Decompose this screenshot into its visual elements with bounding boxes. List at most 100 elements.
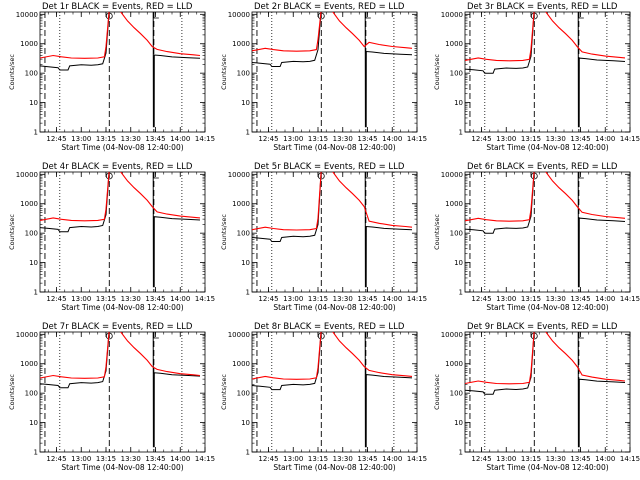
y-tick-label: 1000 — [20, 40, 38, 48]
x-tick-label: 13:30 — [333, 455, 353, 463]
x-tick-label: 13:45 — [357, 135, 377, 143]
x-tick-label: 12:45 — [46, 135, 66, 143]
y-tick-label: 1 — [246, 129, 250, 137]
x-tick-label: 13:00 — [71, 135, 91, 143]
x-axis-label: Start Time (04-Nov-08 12:40:00) — [61, 143, 183, 152]
y-axis-label: Counts/sec — [220, 214, 228, 250]
y-tick-label: 1000 — [20, 200, 38, 208]
events-series-line — [465, 332, 626, 448]
x-tick-label: 14:00 — [595, 455, 615, 463]
x-tick-label: 13:30 — [546, 135, 566, 143]
events-series-line — [465, 12, 626, 128]
y-tick-label: 100 — [450, 390, 463, 398]
y-axis-label: Counts/sec — [433, 54, 441, 90]
y-tick-label: 10 — [29, 419, 38, 427]
x-tick-label: 14:00 — [170, 455, 190, 463]
x-tick-label: 13:45 — [570, 135, 590, 143]
x-tick-label: 14:15 — [620, 295, 640, 303]
y-axis-label: Counts/sec — [433, 374, 441, 410]
x-tick-label: 12:45 — [258, 455, 278, 463]
y-axis-label: Counts/sec — [8, 54, 16, 90]
y-tick-label: 100 — [25, 230, 38, 238]
x-tick-label: 13:30 — [546, 295, 566, 303]
x-tick-label: 12:45 — [471, 135, 491, 143]
y-tick-label: 1000 — [232, 40, 250, 48]
x-tick-label: 14:00 — [170, 295, 190, 303]
events-series-line — [40, 12, 201, 128]
x-tick-label: 13:30 — [546, 455, 566, 463]
bracket-marker — [365, 332, 371, 339]
x-tick-label: 12:45 — [471, 455, 491, 463]
bracket-marker — [153, 332, 159, 339]
bracket-marker — [578, 12, 584, 19]
panel-title: Det 8r BLACK = Events, RED = LLD — [254, 322, 405, 332]
y-tick-label: 1 — [34, 289, 38, 297]
y-axis-label: Counts/sec — [8, 214, 16, 250]
panel-title: Det 7r BLACK = Events, RED = LLD — [42, 322, 193, 332]
x-tick-label: 13:45 — [570, 455, 590, 463]
panel-title: Det 3r BLACK = Events, RED = LLD — [467, 2, 618, 12]
y-tick-label: 1 — [246, 289, 250, 297]
y-tick-label: 10000 — [441, 331, 463, 339]
lld-series-line — [252, 172, 413, 231]
y-tick-label: 1 — [34, 129, 38, 137]
x-tick-label: 14:15 — [620, 135, 640, 143]
bracket-marker — [365, 172, 371, 179]
x-tick-label: 14:00 — [595, 135, 615, 143]
x-tick-label: 13:30 — [121, 455, 141, 463]
x-tick-label: 13:30 — [121, 295, 141, 303]
y-tick-label: 1 — [459, 449, 463, 457]
x-axis-label: Start Time (04-Nov-08 12:40:00) — [273, 143, 395, 152]
x-tick-label: 13:00 — [496, 455, 516, 463]
x-tick-label: 12:45 — [46, 455, 66, 463]
lld-series-line — [40, 12, 201, 59]
bracket-marker — [578, 332, 584, 339]
x-tick-label: 14:00 — [595, 295, 615, 303]
events-series-line — [252, 12, 413, 128]
y-tick-label: 10000 — [441, 11, 463, 19]
x-tick-label: 13:30 — [333, 295, 353, 303]
y-axis-label: Counts/sec — [8, 374, 16, 410]
y-tick-label: 10000 — [228, 171, 250, 179]
panel-6: Det 6r BLACK = Events, RED = LLD 1 10 100 10… — [433, 162, 640, 312]
x-tick-label: 13:00 — [283, 135, 303, 143]
lld-series-line — [465, 12, 626, 62]
x-tick-label: 13:00 — [283, 455, 303, 463]
panel-8: Det 8r BLACK = Events, RED = LLD 1 10 100 10… — [220, 322, 427, 472]
y-tick-label: 1000 — [445, 40, 463, 48]
y-tick-label: 10 — [454, 259, 463, 267]
x-tick-label: 14:00 — [382, 295, 402, 303]
panel-2: Det 2r BLACK = Events, RED = LLD 1 10 100 10… — [220, 2, 427, 152]
y-tick-label: 1000 — [232, 360, 250, 368]
panel-1: Det 1r BLACK = Events, RED = LLD 1 10 100 10… — [8, 2, 215, 152]
y-tick-label: 1 — [459, 289, 463, 297]
x-tick-label: 12:45 — [471, 295, 491, 303]
x-axis-label: Start Time (04-Nov-08 12:40:00) — [273, 303, 395, 312]
x-tick-label: 13:15 — [96, 295, 116, 303]
lld-series-line — [40, 172, 201, 222]
panel-title: Det 1r BLACK = Events, RED = LLD — [42, 2, 193, 12]
x-tick-label: 13:15 — [521, 135, 541, 143]
x-tick-label: 13:45 — [145, 135, 165, 143]
x-tick-label: 13:45 — [145, 295, 165, 303]
y-tick-label: 10 — [241, 99, 250, 107]
x-axis-label: Start Time (04-Nov-08 12:40:00) — [61, 463, 183, 472]
panel-4: Det 4r BLACK = Events, RED = LLD 1 10 100 10… — [8, 162, 215, 312]
events-series-line — [252, 332, 413, 448]
y-tick-label: 10000 — [441, 171, 463, 179]
panel-3: Det 3r BLACK = Events, RED = LLD 1 10 100 10… — [433, 2, 640, 152]
y-axis-label: Counts/sec — [220, 374, 228, 410]
x-tick-label: 14:15 — [407, 135, 427, 143]
x-tick-label: 13:15 — [96, 135, 116, 143]
y-tick-label: 1000 — [232, 200, 250, 208]
lld-series-line — [252, 12, 413, 52]
x-axis-label: Start Time (04-Nov-08 12:40:00) — [486, 303, 608, 312]
panel-title: Det 4r BLACK = Events, RED = LLD — [42, 162, 193, 172]
x-tick-label: 13:15 — [308, 295, 328, 303]
lld-series-line — [465, 332, 626, 385]
y-tick-label: 10000 — [228, 331, 250, 339]
y-tick-label: 10000 — [16, 11, 38, 19]
x-tick-label: 14:15 — [407, 295, 427, 303]
x-tick-label: 14:00 — [170, 135, 190, 143]
